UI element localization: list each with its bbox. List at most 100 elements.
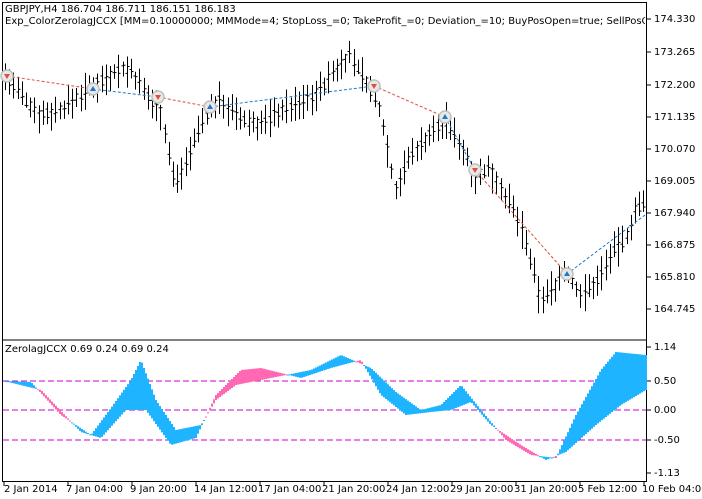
oscillator-segment	[111, 406, 113, 426]
oscillator-segment	[215, 395, 217, 400]
oscillator-segment	[373, 370, 375, 383]
oscillator-segment	[81, 429, 83, 433]
oscillator-segment	[415, 406, 417, 414]
oscillator-segment	[369, 367, 371, 376]
oscillator-segment	[135, 370, 137, 410]
oscillator-segment	[159, 406, 161, 430]
oscillator-segment	[141, 362, 143, 410]
oscillator-segment	[609, 359, 611, 414]
oscillator-segment	[405, 399, 407, 415]
oscillator-segment	[467, 393, 469, 404]
oscillator-segment	[477, 406, 479, 411]
oscillator-segment	[63, 414, 65, 417]
oscillator-segment	[491, 423, 493, 426]
oscillator-segment	[409, 402, 411, 415]
indicator-axis-label: -0.50	[654, 435, 680, 446]
oscillator-segment	[49, 399, 51, 403]
oscillator-segment	[41, 391, 43, 395]
oscillator-segment	[61, 412, 63, 416]
oscillator-segment	[385, 382, 387, 399]
oscillator-segment	[321, 364, 323, 371]
oscillator-segment	[611, 356, 613, 413]
oscillator-segment	[505, 435, 507, 440]
oscillator-segment	[563, 440, 565, 453]
oscillator-segment	[151, 389, 153, 419]
oscillator-segment	[479, 408, 481, 413]
oscillator-segment	[131, 378, 133, 410]
oscillator-segment	[399, 394, 401, 411]
oscillator-segment	[437, 405, 439, 412]
oscillator-segment	[171, 424, 173, 445]
oscillator-segment	[365, 365, 367, 369]
oscillator-segment	[581, 404, 583, 438]
trade-line	[474, 169, 568, 275]
oscillator-segment	[287, 374, 289, 376]
oscillator-segment	[557, 453, 559, 456]
oscillator-segment	[481, 411, 483, 415]
oscillator-segment	[639, 354, 641, 394]
oscillator-segment	[51, 401, 53, 406]
oscillator-segment	[185, 428, 187, 441]
oscillator-segment	[145, 373, 147, 410]
sell-arrow-icon	[371, 84, 377, 89]
oscillator-segment	[69, 420, 71, 422]
oscillator-segment	[499, 431, 501, 433]
oscillator-segment	[205, 416, 207, 418]
oscillator-segment	[573, 419, 575, 445]
price-label: 174.330	[654, 14, 696, 25]
oscillator-segment	[275, 371, 277, 377]
oscillator-segment	[245, 369, 247, 383]
oscillator-segment	[359, 360, 361, 364]
oscillator-segment	[39, 389, 41, 392]
oscillator-segment	[309, 370, 311, 375]
oscillator-segment	[9, 381, 11, 383]
oscillator-segment	[327, 361, 329, 369]
oscillator-segment	[629, 353, 631, 400]
oscillator-segment	[315, 367, 317, 373]
oscillator-segment	[585, 397, 587, 434]
oscillator-segment	[411, 403, 413, 415]
oscillator-segment	[213, 399, 215, 404]
oscillator-segment	[337, 356, 339, 367]
oscillator-segment	[637, 354, 639, 395]
chart-frame[interactable]	[2, 2, 647, 482]
oscillator-segment	[59, 409, 61, 414]
oscillator-segment	[157, 403, 159, 427]
time-label: 31 Jan 20:00	[514, 484, 578, 495]
oscillator-segment	[545, 456, 547, 460]
oscillator-segment	[641, 354, 643, 393]
oscillator-segment	[537, 455, 539, 457]
oscillator-segment	[251, 368, 253, 382]
time-label: 21 Jan 20:00	[322, 484, 386, 495]
oscillator-segment	[233, 377, 235, 387]
oscillator-segment	[533, 452, 535, 456]
trade-line	[209, 85, 375, 108]
sell-arrow-icon	[472, 168, 478, 173]
oscillator-segment	[435, 406, 437, 412]
oscillator-segment	[127, 384, 129, 410]
oscillator-segment	[117, 398, 119, 419]
oscillator-segment	[349, 358, 351, 363]
oscillator-segment	[197, 425, 199, 434]
oscillator-segment	[323, 363, 325, 371]
oscillator-segment	[239, 371, 241, 385]
oscillator-segment	[149, 384, 151, 416]
oscillator-segment	[247, 369, 249, 383]
oscillator-segment	[119, 395, 121, 417]
buy-arrow-icon	[207, 104, 213, 109]
oscillator-segment	[569, 427, 571, 449]
oscillator-segment	[407, 400, 409, 415]
oscillator-segment	[615, 352, 617, 409]
oscillator-segment	[273, 371, 275, 378]
oscillator-segment	[549, 457, 551, 459]
oscillator-segment	[527, 449, 529, 454]
oscillator-segment	[465, 391, 467, 404]
oscillator-segment	[45, 395, 47, 399]
price-label: 172.200	[654, 80, 696, 91]
oscillator-segment	[417, 407, 419, 414]
oscillator-segment	[371, 368, 373, 380]
time-label: 9 Jan 20:00	[130, 484, 187, 495]
oscillator-segment	[267, 369, 269, 379]
indicator-axis-label: 1.14	[654, 342, 677, 353]
